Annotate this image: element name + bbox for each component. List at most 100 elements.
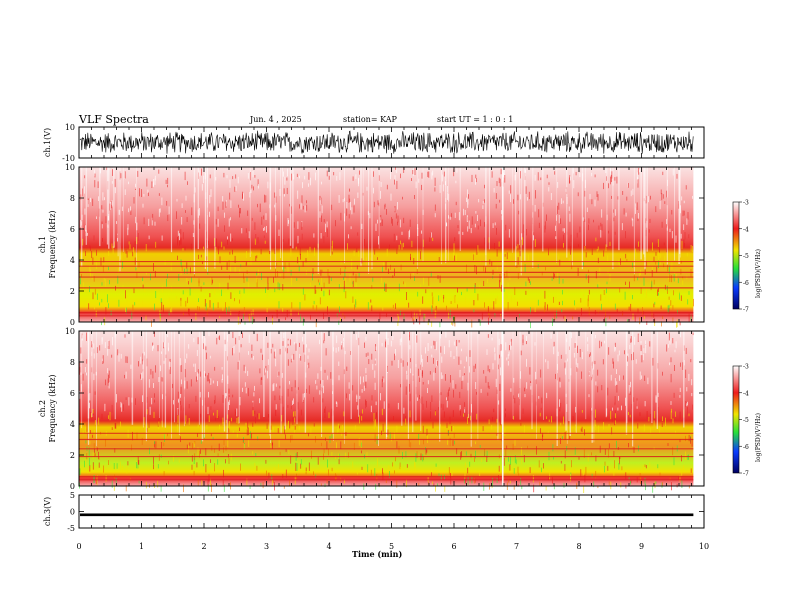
spectrogram-speckle [283, 188, 285, 195]
colorbar-gradient [732, 201, 740, 310]
spectrogram-speckle [438, 295, 440, 302]
spectrogram-speckle [422, 454, 424, 462]
spectrogram-speckle [422, 296, 424, 304]
spectrogram-speckle [135, 183, 136, 189]
spectrogram-speckle [216, 410, 218, 418]
spectrogram-speckle [451, 469, 453, 477]
spectrogram-speckle [107, 294, 108, 303]
spectrogram-speckle [454, 315, 456, 322]
spectrogram-speckle [453, 296, 455, 305]
spectrogram-speckle [583, 262, 584, 267]
spectrogram-speckle [380, 190, 381, 199]
spectrogram-speckle [434, 177, 436, 186]
spectrogram-speckle [198, 278, 200, 287]
spectrogram-speckle [431, 395, 433, 402]
spectrogram-speckle [277, 370, 279, 377]
spectrogram-speckle [257, 237, 259, 244]
spectrogram-speckle [152, 371, 154, 379]
spectrogram-speckle [535, 190, 536, 199]
spectrogram-speckle [669, 338, 671, 345]
spectrogram-speckle [148, 421, 150, 428]
spectrogram-speckle [667, 264, 669, 272]
spectrogram-speckle [635, 252, 637, 260]
spectrogram-speckle [198, 306, 200, 312]
spectrogram-speckle [625, 231, 626, 239]
spectrogram-speckle [443, 294, 445, 299]
spectrogram-speckle [256, 255, 258, 259]
spectrogram-speckle [206, 256, 208, 260]
spectrogram-speckle [614, 396, 616, 405]
spectrogram-speckle [132, 304, 134, 314]
spectrogram-speckle [423, 457, 424, 461]
spectrogram-speckle [272, 427, 274, 432]
spectrogram-speckle [628, 306, 630, 311]
spectrogram-speckle [675, 430, 676, 434]
spectrogram-speckle [506, 445, 508, 449]
spectrogram-speckle [645, 229, 647, 237]
spectrogram-speckle [588, 275, 590, 284]
spectrogram-speckle [600, 229, 602, 238]
spectrogram-speckle [415, 453, 417, 462]
spectrogram-speckle [323, 340, 325, 344]
spectrogram-speckle [265, 287, 266, 293]
spectrogram-speckle [285, 449, 287, 452]
spectrogram-speckle [168, 347, 169, 352]
spectrogram-speckle [299, 342, 300, 348]
spectrogram-speckle [529, 467, 531, 474]
spectrogram-speckle [641, 355, 643, 363]
spectrogram-speckle [208, 331, 210, 337]
spectrogram-speckle [601, 224, 603, 231]
spectrogram-speckle [577, 363, 579, 369]
spectrogram-speckle [217, 302, 219, 309]
spectrogram-speckle [138, 460, 140, 466]
spectrogram-speckle [619, 287, 621, 293]
spectrogram-speckle [429, 237, 431, 242]
spectrogram-speckle [302, 287, 304, 295]
spectrogram-speckle [282, 308, 284, 312]
spectrogram-speckle [371, 353, 373, 360]
spectrogram-speckle [590, 408, 592, 416]
spectrogram-speckle [668, 344, 669, 348]
spectrogram-speckle [105, 216, 107, 224]
spectrogram-speckle [227, 236, 228, 240]
spectrogram-speckle [180, 266, 182, 275]
spectrogram-speckle [163, 342, 165, 348]
spectrogram-speckle [678, 476, 679, 480]
spectrogram-speckle [405, 451, 407, 458]
spectrogram-speckle [449, 310, 451, 318]
spectrogram-speckle [558, 276, 560, 284]
spectrogram-speckle [453, 389, 454, 398]
spectrogram-speckle [133, 247, 134, 254]
spectrogram-speckle [93, 373, 95, 381]
spectrogram-speckle [576, 482, 578, 486]
spectrogram-speckle [659, 253, 661, 259]
spectrogram-speckle [322, 380, 324, 388]
spectrogram-speckle [425, 347, 426, 354]
spectrogram-speckle [305, 467, 307, 472]
spectrogram-speckle [564, 464, 566, 471]
spectrogram-speckle [108, 415, 109, 419]
spectrogram-speckle [238, 311, 240, 318]
spectrogram-speckle [210, 478, 211, 487]
spectrogram-speckle [103, 257, 105, 263]
spectrogram-speckle [454, 321, 456, 327]
spectrogram-speckle [495, 298, 497, 306]
spectrogram-speckle [587, 298, 589, 307]
spectrogram-speckle [222, 417, 224, 424]
spectrogram-speckle [670, 401, 672, 405]
spectrogram-speckle [358, 251, 360, 257]
spectrogram-speckle [310, 177, 311, 186]
spectrogram-speckle [181, 203, 183, 209]
spectrogram-speckle [619, 262, 621, 268]
spectrogram-speckle [422, 382, 424, 385]
spectrogram-speckle [99, 345, 101, 351]
spectrogram-speckle [571, 261, 573, 270]
spectrogram-speckle [283, 266, 285, 273]
spectrogram-speckle [127, 227, 129, 236]
spectrogram-speckle [679, 387, 681, 392]
spectrogram-speckle [125, 307, 126, 313]
spectrogram-speckle [375, 344, 376, 352]
spectrogram-speckle [410, 368, 411, 374]
spectrogram-speckle [508, 456, 509, 462]
spectrogram-speckle [285, 317, 286, 321]
